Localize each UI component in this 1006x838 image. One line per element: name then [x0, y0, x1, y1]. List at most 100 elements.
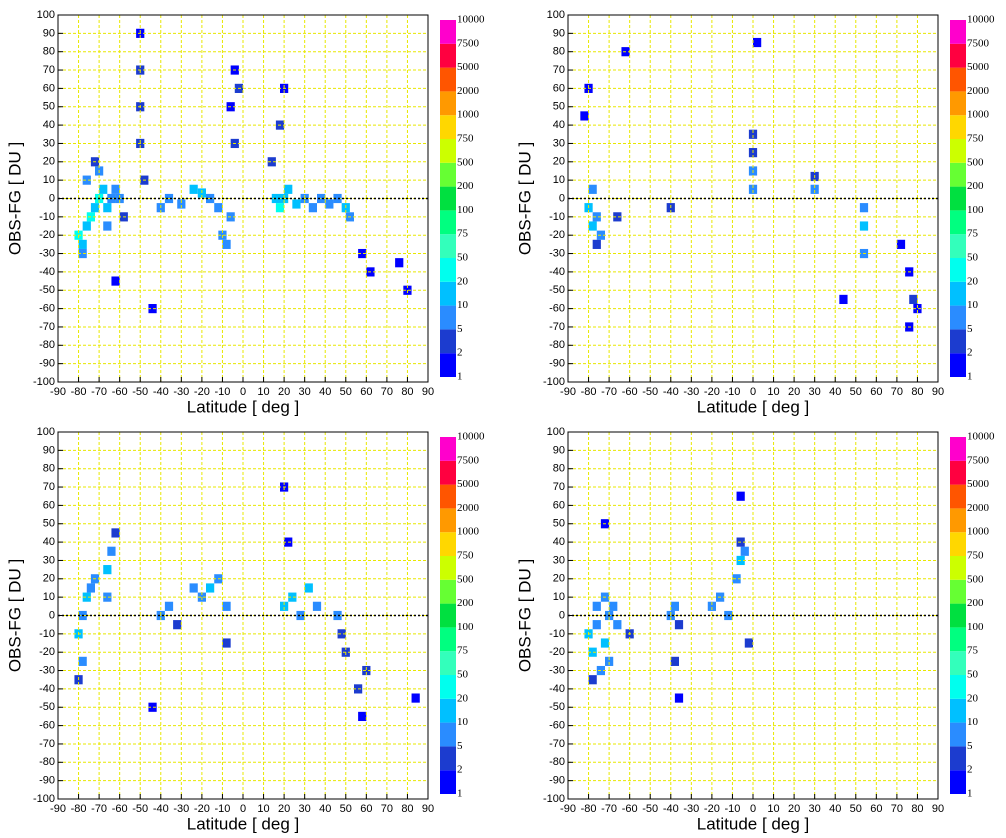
y-tick-label: 30 [43, 554, 55, 566]
colorbar-label: 500 [457, 156, 474, 168]
heatmap-cell [280, 601, 289, 611]
colorbar-swatch [950, 556, 966, 580]
y-tick-label: -20 [549, 646, 565, 658]
x-tick-label: -20 [194, 803, 210, 815]
y-tick-label: 70 [553, 64, 565, 76]
colorbar-label: 10000 [457, 431, 485, 443]
y-tick-label: -50 [39, 284, 55, 296]
x-tick-label: -60 [622, 386, 638, 398]
heatmap-cell [267, 157, 276, 167]
x-tick-label: 60 [360, 803, 372, 815]
y-tick-label: 50 [553, 518, 565, 530]
colorbar-swatch [950, 722, 966, 747]
y-tick-label: 10 [553, 174, 565, 186]
colorbar-swatch [950, 508, 966, 533]
y-tick-label: 70 [43, 481, 55, 493]
heatmap-cell [103, 203, 112, 213]
y-tick-label: -60 [39, 720, 55, 732]
y-tick-label: -70 [549, 321, 565, 333]
x-tick-label: 90 [422, 386, 434, 398]
heatmap-cell [358, 248, 367, 259]
x-tick-label: 10 [257, 803, 269, 815]
colorbar-label: 5000 [967, 61, 990, 73]
colorbar-swatch [950, 579, 966, 604]
heatmap-cell [605, 656, 614, 666]
colorbar-swatch [950, 43, 966, 68]
x-tick-label: 40 [319, 386, 331, 398]
x-tick-label: 70 [381, 803, 393, 815]
colorbar-swatch [950, 603, 966, 628]
colorbar-label: 1 [967, 788, 973, 800]
colorbar-swatch [950, 746, 966, 771]
heatmap-cell [86, 583, 95, 593]
x-tick-label: 50 [340, 803, 352, 815]
y-tick-label: -40 [39, 683, 55, 695]
colorbar-label: 100 [967, 621, 984, 633]
y-tick-label: 20 [43, 156, 55, 168]
colorbar-label: 10000 [967, 431, 995, 443]
colorbar-label: 1000 [967, 526, 990, 538]
x-tick-label: 80 [911, 386, 923, 398]
colorbar-swatch [950, 627, 966, 652]
heatmap-cell [189, 184, 198, 194]
colorbar-swatch [950, 651, 966, 675]
y-tick-label: -30 [39, 664, 55, 676]
x-tick-label: 10 [767, 386, 779, 398]
heatmap-cell [82, 592, 91, 602]
y-tick-label: -80 [39, 756, 55, 768]
colorbar-label: 2000 [457, 85, 480, 97]
y-tick-label: -60 [39, 303, 55, 315]
x-tick-label: 30 [299, 803, 311, 815]
y-tick-label: 40 [553, 119, 565, 131]
colorbar-swatch [440, 508, 456, 533]
colorbar-label: 2 [967, 764, 973, 776]
heatmap-cell [670, 656, 679, 666]
heatmap-cell [753, 37, 762, 48]
colorbar-swatch [440, 484, 456, 509]
colorbar-swatch [440, 651, 456, 675]
x-tick-label: -60 [112, 386, 128, 398]
x-tick-label: 80 [401, 803, 413, 815]
y-tick-label: 90 [553, 444, 565, 456]
colorbar-label: 75 [457, 228, 469, 240]
x-tick-label: -70 [601, 803, 617, 815]
x-tick-label: 20 [788, 386, 800, 398]
colorbar-swatch [950, 281, 966, 306]
colorbar-label: 1 [457, 371, 463, 383]
x-tick-label: 60 [870, 803, 882, 815]
colorbar-label: 200 [967, 180, 984, 192]
y-tick-label: 10 [553, 591, 565, 603]
y-tick-label: -100 [543, 793, 565, 805]
heatmap-cell [148, 702, 157, 712]
heatmap-cell [337, 629, 346, 639]
heatmap-cell [317, 193, 326, 204]
y-tick-label: 90 [43, 27, 55, 39]
panel: -90 -80 -70 -60 -50 -40 -30 -20 -10 0 10 20 30 40 50 60… [5, 426, 485, 834]
colorbar-swatch [950, 139, 966, 163]
y-tick-label: -80 [549, 756, 565, 768]
colorbar-label: 5 [457, 323, 463, 335]
colorbar-label: 200 [457, 597, 474, 609]
x-tick-label: -20 [704, 803, 720, 815]
heatmap-cell [99, 184, 108, 194]
colorbar-swatch [440, 722, 456, 747]
heatmap-cell [588, 221, 597, 231]
colorbar-swatch [440, 627, 456, 652]
colorbar-label: 75 [967, 645, 979, 657]
colorbar-label: 20 [457, 692, 469, 704]
x-tick-label: -70 [91, 386, 107, 398]
colorbar-swatch [440, 603, 456, 628]
heatmap-cell [588, 647, 597, 657]
x-tick-label: -40 [153, 803, 169, 815]
x-axis-label: Latitude [ deg ] [187, 814, 299, 833]
heatmap-cell [810, 184, 819, 194]
colorbar-label: 200 [967, 597, 984, 609]
y-tick-label: 80 [553, 463, 565, 475]
x-tick-label: -70 [91, 803, 107, 815]
y-tick-label: -40 [549, 683, 565, 695]
colorbar-label: 50 [457, 252, 469, 264]
heatmap-cell [748, 129, 758, 139]
colorbar-swatch [440, 698, 456, 723]
colorbar-swatch [440, 258, 456, 282]
y-tick-label: -100 [33, 793, 55, 805]
